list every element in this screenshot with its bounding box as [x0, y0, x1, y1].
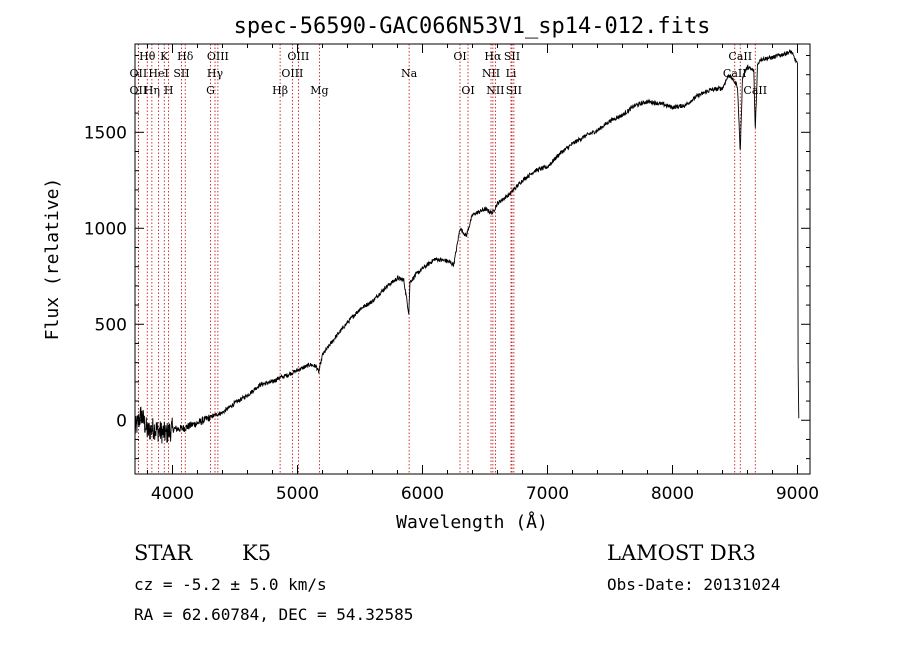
x-axis-ticks: 4000 5000 6000 7000 8000 9000 — [147, 44, 819, 504]
line-label-5: K — [160, 50, 169, 63]
line-label-21: NII — [486, 84, 504, 97]
line-label-20: NII — [482, 67, 500, 80]
y-axis-label: Flux (relative) — [42, 178, 63, 341]
redshift-line: cz = -5.2 ± 5.0 km/s — [134, 575, 327, 594]
x-tick-label-5000: 5000 — [276, 484, 319, 504]
line-label-11: G — [206, 84, 215, 97]
x-tick-label-6000: 6000 — [401, 484, 444, 504]
x-tick-label-8000: 8000 — [651, 484, 694, 504]
line-label-10: Hγ — [207, 67, 224, 80]
line-label-2: OII — [130, 84, 148, 97]
chart-title: spec-56590-GAC066N53V1_sp14-012.fits — [234, 14, 711, 39]
plot-frame — [134, 43, 811, 475]
y-axis-ticks: 0 500 1000 1500 — [84, 55, 810, 460]
object-class: STAR — [134, 541, 193, 565]
line-label-27: CaII — [743, 84, 767, 97]
line-label-14: OIII — [281, 67, 303, 80]
x-tick-label-4000: 4000 — [151, 484, 194, 504]
survey-name: LAMOST DR3 — [607, 541, 756, 565]
line-label-15: Mg — [310, 84, 328, 97]
line-label-8: Hδ — [177, 50, 194, 63]
y-tick-label-1000: 1000 — [84, 219, 127, 239]
y-tick-label-500: 500 — [95, 315, 127, 335]
line-label-23: Li — [506, 67, 517, 80]
y-tick-label-0: 0 — [116, 411, 127, 431]
line-label-12: Hβ — [272, 84, 288, 97]
line-label-3: Hη — [144, 84, 160, 97]
x-tick-label-9000: 9000 — [776, 484, 819, 504]
y-tick-label-1500: 1500 — [84, 123, 127, 143]
object-subclass: K5 — [242, 541, 271, 565]
line-label-7: SII — [173, 67, 189, 80]
line-label-22: SII — [504, 50, 520, 63]
line-label-0: Hθ — [139, 50, 156, 63]
line-label-6: H — [164, 84, 174, 97]
line-label-25: CaII — [728, 50, 752, 63]
line-label-4: HeI — [148, 67, 168, 80]
x-tick-label-7000: 7000 — [526, 484, 569, 504]
line-label-24: SII — [506, 84, 522, 97]
spectrum-line — [134, 48, 800, 444]
line-label-17: OI — [453, 50, 466, 63]
line-label-19: Hα — [484, 50, 502, 63]
line-label-13: OIII — [287, 50, 309, 63]
line-label-18: OI — [461, 84, 474, 97]
line-label-1: OII — [130, 67, 148, 80]
line-label-16: Na — [401, 67, 418, 80]
spectrum-series — [134, 48, 800, 444]
coordinates: RA = 62.60784, DEC = 54.32585 — [134, 605, 413, 624]
obs-date: Obs-Date: 20131024 — [607, 575, 780, 594]
x-axis-label: Wavelength (Å) — [396, 511, 548, 533]
line-label-9: OIII — [207, 50, 229, 63]
emission-line-markers — [137, 44, 756, 474]
